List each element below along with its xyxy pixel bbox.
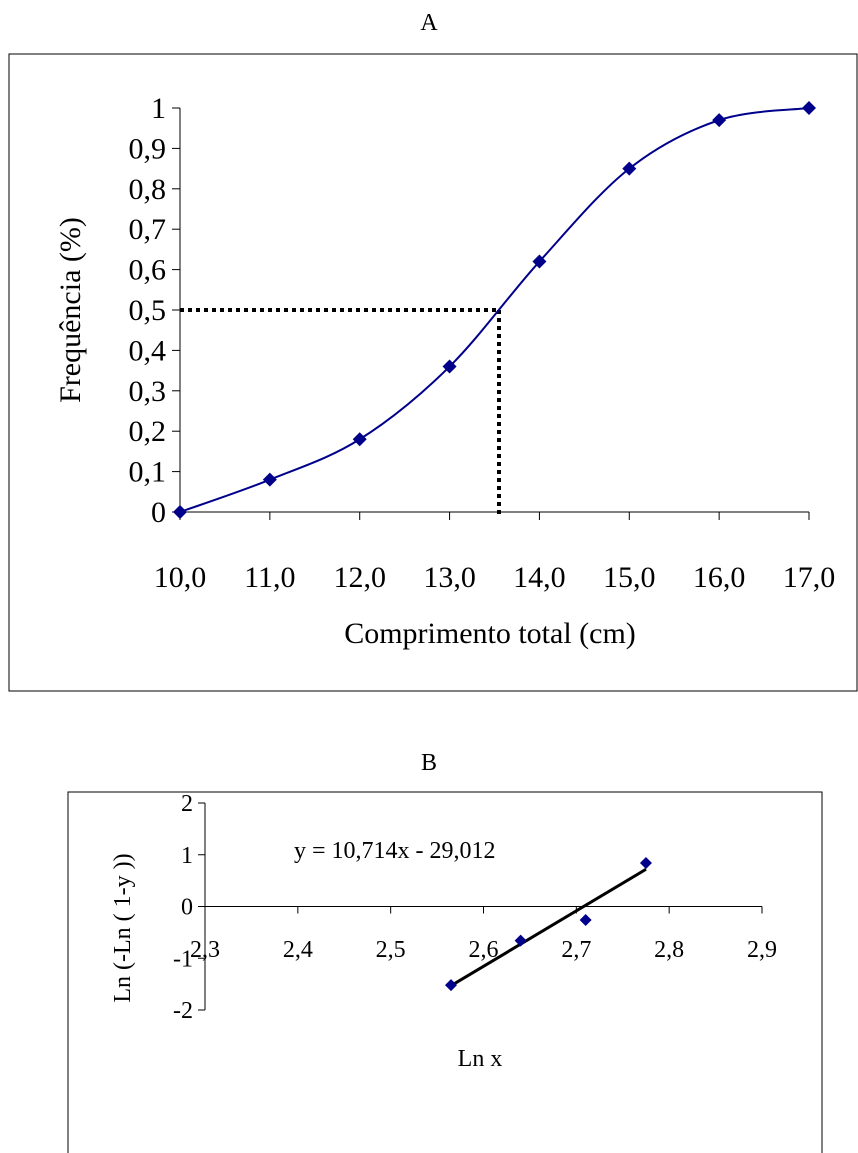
chart-a-y-tick-label: 0,5 [129, 294, 167, 327]
chart-a-data-point [712, 113, 727, 128]
chart-a-x-tick-label: 14,0 [513, 561, 566, 594]
chart-a-y-tick-label: 0,2 [129, 415, 167, 448]
chart-a-x-tick-label: 12,0 [333, 561, 386, 594]
panel-b-label: B [420, 750, 437, 776]
chart-a-y-tick-label: 0,4 [129, 334, 167, 367]
chart-b-y-tick-label: -1 [173, 946, 193, 972]
chart-a-data-point [442, 359, 457, 374]
chart-b-x-tick-label: 2,4 [283, 937, 313, 963]
chart-a-frame [8, 53, 858, 692]
chart-b-data-point [445, 979, 458, 992]
chart-a-x-tick-label: 11,0 [244, 561, 295, 594]
chart-a-data-point [352, 432, 367, 447]
chart-a-x-tick-label: 17,0 [783, 561, 836, 594]
chart-a-series-line [179, 107, 810, 513]
chart-a-y-tick-label: 0 [151, 496, 166, 529]
chart-a-data-point [173, 505, 187, 519]
chart-a-ylabel: Frequência (%) [54, 217, 87, 403]
chart-b-x-tick-label: 2,6 [469, 937, 499, 963]
chart-a-y-tick-label: 0,9 [129, 132, 167, 165]
chart-b-y-tick-label: 2 [181, 791, 193, 817]
chart-a-y-tick-label: 1 [151, 92, 166, 125]
chart-b-xlabel: Ln x [458, 1046, 503, 1072]
chart-b-data-point [639, 857, 652, 870]
panel-a-label: A [420, 10, 438, 36]
chart-a-x-tick-label: 13,0 [423, 561, 476, 594]
chart-a-y-tick-label: 0,6 [129, 254, 167, 287]
chart-a-x-tick-label: 15,0 [603, 561, 656, 594]
chart-b-data-point [514, 934, 527, 947]
chart-b-data-point [579, 913, 592, 926]
chart-a-y-tick-label: 0,7 [129, 213, 167, 246]
chart-b-x-tick-label: 2,3 [190, 937, 220, 963]
chart-a-data-point [262, 472, 277, 487]
chart-b-trendline [450, 867, 647, 987]
chart-a-y-tick-label: 0,1 [129, 456, 167, 489]
chart-a: Frequência (%) Comprimento total (cm) 0 0… [8, 53, 858, 692]
chart-a-xlabel: Comprimento total (cm) [344, 617, 636, 650]
chart-a-x-tick-label: 10,0 [154, 561, 207, 594]
chart-b-x-tick-label: 2,7 [561, 937, 591, 963]
chart-a-y-tick-label: 0,3 [129, 375, 167, 408]
chart-b-ylabel: Ln (-Ln ( 1-y )) [110, 853, 136, 1002]
chart-b-frame [67, 791, 823, 1153]
chart-b-trendline-equation: y = 10,714x - 29,012 [294, 838, 496, 864]
chart-b-x-tick-label: 2,5 [376, 937, 406, 963]
chart-b-y-tick-label: 1 [181, 843, 193, 869]
chart-b-y-tick-label: -2 [173, 998, 193, 1024]
chart-b-x-tick-label: 2,8 [654, 937, 684, 963]
chart-b-x-tick-label: 2,9 [747, 937, 777, 963]
chart-a-data-point [622, 161, 637, 176]
chart-a-y-tick-label: 0,8 [129, 173, 167, 206]
chart-a-data-point [802, 101, 816, 115]
chart-b-y-tick-label: 0 [181, 895, 193, 921]
chart-a-x-tick-label: 16,0 [693, 561, 746, 594]
chart-a-data-point [532, 254, 547, 269]
